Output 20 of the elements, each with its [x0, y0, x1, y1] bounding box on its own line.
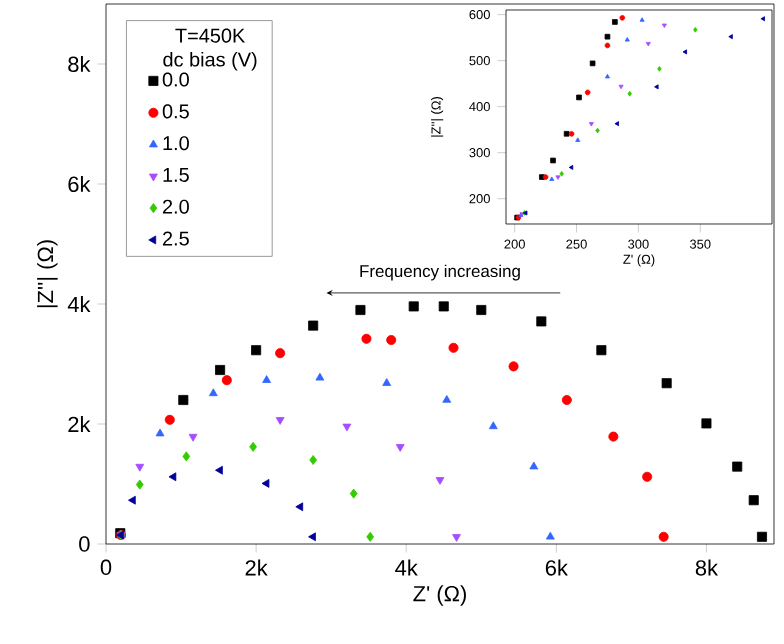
legend-label: 1.5: [163, 167, 189, 182]
y-axis-title: |Z''| (Ω): [37, 240, 58, 308]
legend-label: 0.0: [162, 72, 189, 87]
x-tick-label: 6k: [545, 559, 568, 576]
annotation: Frequency increasing: [360, 264, 520, 281]
y-tick-label: 0: [79, 536, 90, 552]
x-tick-label: 4k: [395, 559, 418, 576]
legend-label: 2.5: [162, 231, 189, 246]
x-tick-label: 2k: [245, 559, 268, 576]
y-tick-label: 2k: [68, 416, 91, 432]
x-tick-label: 0: [100, 559, 112, 576]
legend-label: 0.5: [162, 104, 189, 119]
y-tick-label: 8k: [68, 55, 91, 73]
legend-label: 1.0: [163, 136, 189, 151]
legend-label: 2.0: [162, 199, 189, 214]
legend-title: T=450K dc bias (V): [163, 28, 257, 71]
x-tick-label: 8k: [695, 559, 719, 576]
y-tick-label: 4k: [67, 296, 91, 312]
x-axis-title: Z' (Ω): [413, 585, 466, 606]
y-tick-label: 6k: [68, 175, 91, 193]
